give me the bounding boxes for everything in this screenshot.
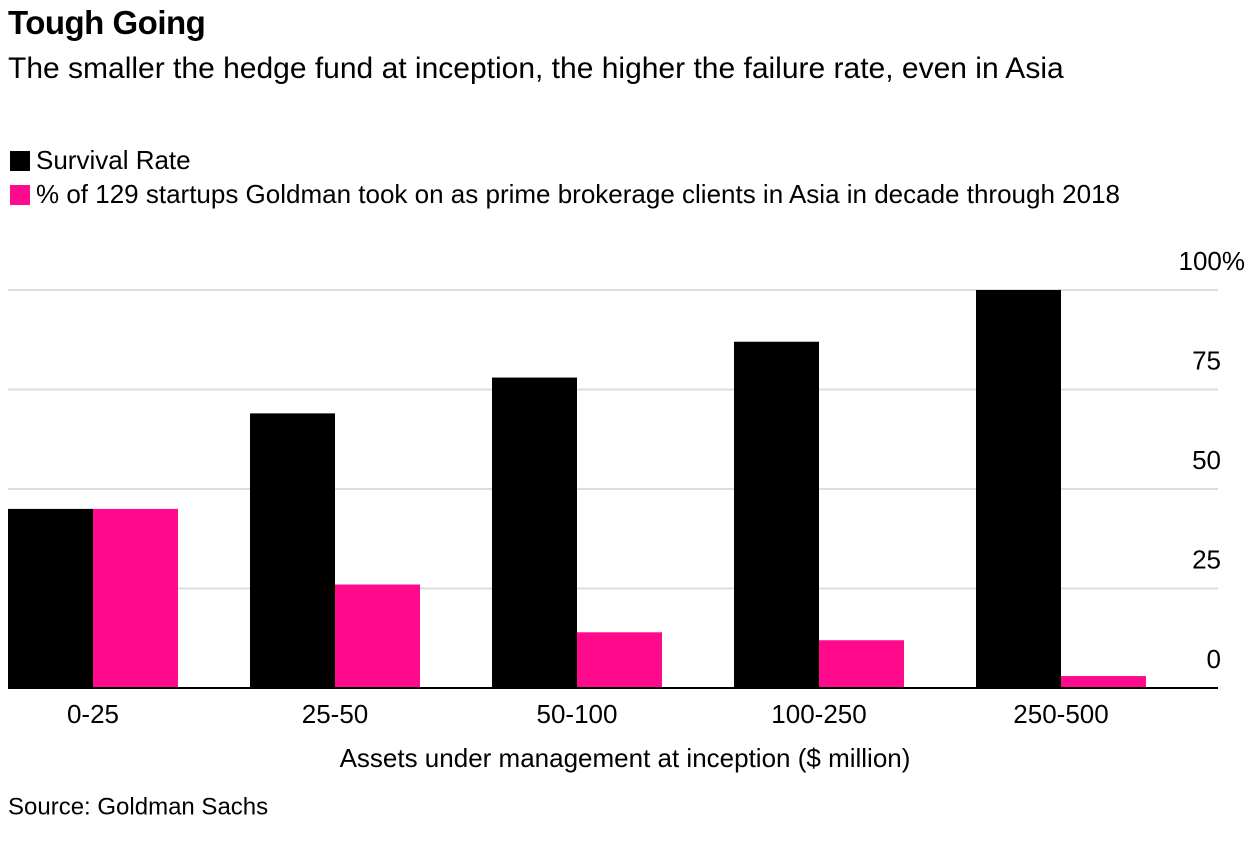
chart-subtitle: The smaller the hedge fund at inception,… <box>8 52 1064 85</box>
legend-item: % of 129 startups Goldman took on as pri… <box>8 177 1208 211</box>
x-tick-label: 100-250 <box>771 699 866 729</box>
y-tick-label: 25 <box>1192 544 1221 574</box>
y-tick-label: 100% <box>1179 246 1246 276</box>
x-tick-label: 50-100 <box>537 699 618 729</box>
bar <box>250 413 335 688</box>
legend-item: Survival Rate <box>8 143 1208 177</box>
x-tick-label: 25-50 <box>302 699 369 729</box>
legend: Survival Rate % of 129 startups Goldman t… <box>8 143 1208 211</box>
bar <box>734 341 819 688</box>
x-tick-label: 0-25 <box>67 699 119 729</box>
bar <box>1061 676 1146 688</box>
legend-label: Survival Rate <box>36 145 191 175</box>
bar <box>577 632 662 688</box>
y-tick-label: 50 <box>1192 445 1221 475</box>
chart-title: Tough Going <box>8 4 206 41</box>
bar <box>976 290 1061 688</box>
y-tick-label: 0 <box>1207 644 1221 674</box>
y-tick-label: 75 <box>1192 345 1221 375</box>
x-axis-label: Assets under management at inception ($ … <box>340 743 911 773</box>
legend-swatch <box>10 151 30 171</box>
source: Source: Goldman Sachs <box>8 793 268 820</box>
x-tick-label: 250-500 <box>1013 699 1108 729</box>
bar <box>8 508 93 688</box>
legend-label: % of 129 startups Goldman took on as pri… <box>36 179 1120 209</box>
bar <box>93 508 178 688</box>
legend-swatch <box>10 185 30 205</box>
bar <box>492 377 577 688</box>
bar <box>335 584 420 688</box>
bar <box>819 640 904 688</box>
